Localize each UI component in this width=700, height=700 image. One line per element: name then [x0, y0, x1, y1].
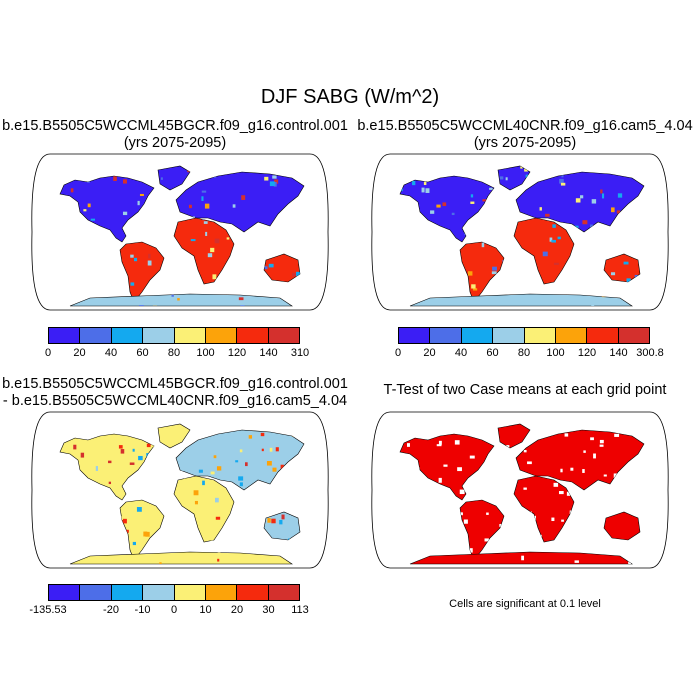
colorbar-tick-label: 0: [44, 347, 52, 359]
continent-eurasia: [175, 429, 305, 491]
colorbar-swatch: [268, 328, 299, 343]
panel-1-map: [31, 153, 329, 311]
continent-greenland: [497, 423, 531, 449]
continent-africa: [513, 475, 575, 543]
continent-africa: [513, 217, 575, 285]
continent-namerica: [59, 433, 155, 501]
colorbar-swatch: [524, 328, 556, 343]
colorbar-tick-label: 100: [546, 347, 565, 359]
panel-3-colorbar: [48, 584, 300, 601]
colorbar-tick-label: 40: [454, 347, 468, 359]
colorbar-swatch: [461, 328, 494, 343]
colorbar-tick-label: 40: [104, 347, 118, 359]
colorbar-swatch: [80, 585, 112, 600]
colorbar-swatch: [111, 328, 144, 343]
colorbar-tick-label: 20: [230, 604, 244, 616]
panel-4-map: [371, 411, 669, 569]
map-frame: [31, 153, 329, 311]
colorbar-tick-label: 0: [394, 347, 402, 359]
panel-3-title-line2: - b.e15.B5505C5WCCML40CNR.f09_g16.cam5_4…: [2, 393, 348, 409]
map-frame: [31, 411, 329, 569]
continent-samerica: [459, 241, 505, 303]
colorbar-tick-label: 0: [170, 604, 178, 616]
colorbar-swatch: [587, 328, 619, 343]
colorbar-tick-label: 300.8: [636, 347, 664, 359]
colorbar-swatch: [111, 585, 144, 600]
colorbar-swatch: [49, 585, 81, 600]
panel-1-title-line2: (yrs 2075-2095): [123, 135, 227, 151]
panel-2-title-line1: b.e15.B5505C5WCCML40CNR.f09_g16.cam5_4.0…: [357, 118, 693, 134]
colorbar-swatch: [268, 585, 299, 600]
colorbar-swatch: [237, 328, 269, 343]
panel-1-colorbar: [48, 327, 300, 344]
continent-antarctica: [69, 551, 293, 565]
continent-australia: [263, 253, 301, 283]
colorbar-swatch: [143, 328, 175, 343]
colorbar-tick-label: 140: [609, 347, 628, 359]
colorbar-tick-label: 60: [136, 347, 149, 359]
continent-greenland: [497, 165, 531, 191]
continent-antarctica: [69, 293, 293, 307]
continent-eurasia: [175, 171, 305, 233]
colorbar-swatch: [399, 328, 431, 343]
continent-namerica: [59, 175, 155, 243]
colorbar-tick-label: 30: [262, 604, 275, 616]
continent-australia: [603, 511, 641, 541]
continent-australia: [603, 253, 641, 283]
colorbar-tick-label: 120: [577, 347, 597, 359]
panel-3-title: b.e15.B5505C5WCCML45BGCR.f09_g16.control…: [0, 376, 350, 410]
panel-4-title: T-Test of two Case means at each grid po…: [383, 382, 667, 398]
continent-namerica: [399, 433, 495, 501]
panel-2-title: b.e15.B5505C5WCCML40CNR.f09_g16.cam5_4.0…: [350, 118, 700, 152]
colorbar-tick-label: 113: [291, 604, 309, 616]
colorbar-tick-label: 60: [486, 347, 499, 359]
panel-3-title-line1: b.e15.B5505C5WCCML45BGCR.f09_g16.control…: [2, 376, 348, 392]
map-frame: [371, 153, 669, 311]
panel-3-map: [31, 411, 329, 569]
colorbar-swatch: [205, 328, 238, 343]
colorbar-swatch: [618, 328, 649, 343]
colorbar-tick-label: 20: [423, 347, 436, 359]
map-frame: [371, 411, 669, 569]
colorbar-tick-label: -10: [134, 604, 151, 616]
colorbar-tick-label: -20: [103, 604, 119, 616]
continent-eurasia: [515, 429, 645, 491]
continent-africa: [173, 475, 235, 543]
figure-title: DJF SABG (W/m^2): [260, 86, 440, 108]
colorbar-tick-label: 100: [196, 347, 215, 359]
colorbar-swatch: [174, 585, 206, 600]
continent-greenland: [157, 423, 191, 449]
colorbar-tick-label: 310: [290, 347, 310, 359]
colorbar-tick-label: -135.53: [29, 604, 67, 616]
panel-1-title: b.e15.B5505C5WCCML45BGCR.f09_g16.control…: [0, 118, 350, 152]
colorbar-tick-label: 10: [199, 604, 212, 616]
colorbar-tick-label: 120: [227, 347, 247, 359]
colorbar-swatch: [174, 328, 206, 343]
colorbar-tick-label: 140: [259, 347, 278, 359]
significance-note: Cells are significant at 0.1 level: [449, 598, 601, 610]
continent-samerica: [119, 241, 165, 303]
colorbar-tick-label: 80: [167, 347, 181, 359]
continent-antarctica: [409, 551, 633, 565]
panel-2-title-line2: (yrs 2075-2095): [473, 135, 577, 151]
colorbar-swatch: [555, 328, 588, 343]
panel-1-title-line1: b.e15.B5505C5WCCML45BGCR.f09_g16.control…: [2, 118, 348, 134]
colorbar-swatch: [430, 328, 462, 343]
continent-greenland: [157, 165, 191, 191]
colorbar-swatch: [143, 585, 175, 600]
colorbar-tick-label: 80: [517, 347, 531, 359]
continent-antarctica: [409, 293, 633, 307]
colorbar-swatch: [493, 328, 525, 343]
colorbar-swatch: [237, 585, 269, 600]
continent-samerica: [459, 499, 505, 561]
continent-africa: [173, 217, 235, 285]
colorbar-swatch: [205, 585, 238, 600]
continent-namerica: [399, 175, 495, 243]
colorbar-tick-label: 20: [73, 347, 86, 359]
panel-2-colorbar: [398, 327, 650, 344]
colorbar-swatch: [80, 328, 112, 343]
colorbar-swatch: [49, 328, 81, 343]
panel-2-map: [371, 153, 669, 311]
